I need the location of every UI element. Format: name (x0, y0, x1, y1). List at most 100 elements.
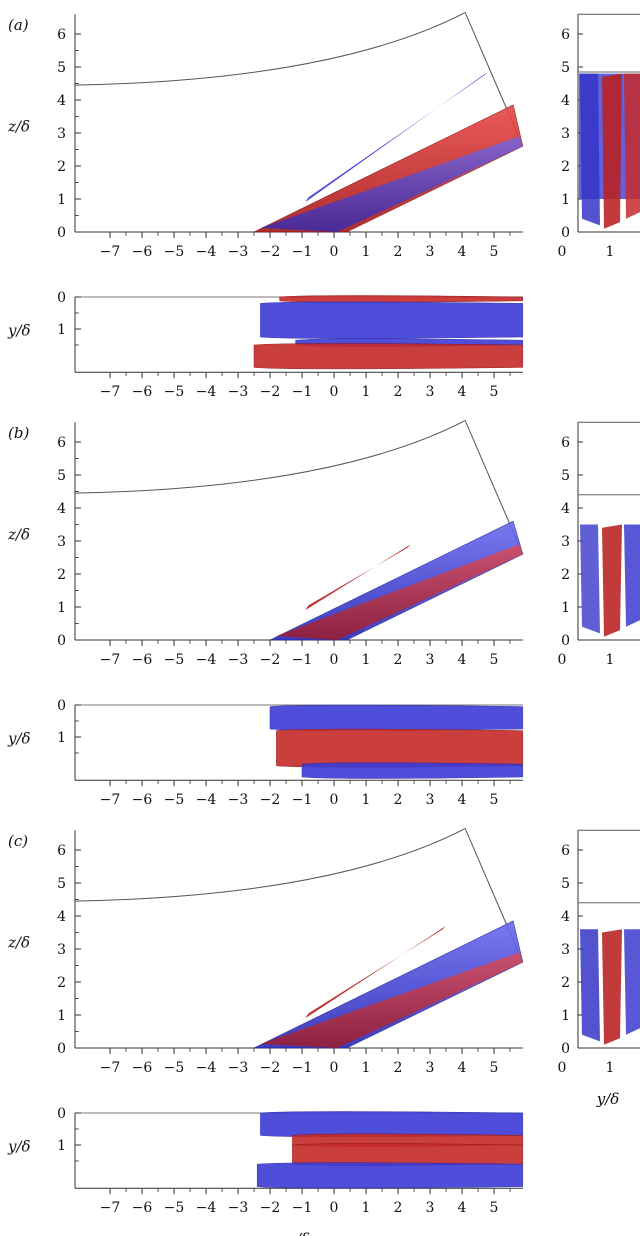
side-vortex-3 (624, 73, 640, 219)
plan-x-tick-label: 2 (394, 384, 403, 400)
vortex-filament (305, 71, 488, 203)
plan-x-tick-label: 5 (490, 792, 499, 808)
x-tick-label: −4 (196, 244, 217, 260)
x-tick-label: 0 (330, 244, 339, 260)
plan-x-tick-label: −4 (196, 384, 217, 400)
plan-x-tick-label: −6 (132, 792, 153, 808)
plan-vortex-4 (256, 1162, 524, 1189)
x-tick-label: −5 (164, 1060, 185, 1076)
plan-x-tick-label: −3 (228, 792, 249, 808)
plan-x-tick-label: 3 (426, 792, 435, 808)
z-tick-label: 6 (57, 435, 66, 451)
plan-y-axis-label: y/δ (7, 1138, 31, 1156)
x-tick-label: −6 (132, 652, 153, 668)
plan-x-tick-label: 2 (394, 792, 403, 808)
x-tick-label: 0 (330, 1060, 339, 1076)
x-tick-label: 0 (330, 652, 339, 668)
plan-x-tick-label: 4 (458, 1200, 467, 1216)
x-tick-label: −1 (292, 652, 313, 668)
plan-x-tick-label: 1 (362, 384, 371, 400)
x-tick-label: −1 (292, 244, 313, 260)
plan-x-tick-label: −5 (164, 792, 185, 808)
side-z-tick-label: 4 (561, 93, 570, 109)
plan-x-tick-label: −4 (196, 1200, 217, 1216)
vortex-band-main (253, 920, 524, 1049)
domain-outline-top (74, 828, 466, 902)
vortex-band-main (269, 520, 524, 641)
plan-x-tick-label: −1 (292, 384, 313, 400)
x-tick-label: −2 (260, 244, 281, 260)
z-tick-label: 2 (57, 159, 66, 175)
side-z-tick-label: 6 (561, 27, 570, 43)
z-tick-label: 0 (57, 1041, 66, 1057)
plan-y-axis-label: y/δ (7, 730, 31, 748)
plan-vortex-4 (253, 343, 524, 370)
x-tick-label: 2 (394, 652, 403, 668)
side-z-tick-label: 5 (561, 468, 570, 484)
x-tick-label: −7 (100, 1060, 121, 1076)
side-x-tick-label: 1 (606, 244, 615, 260)
plan-y-tick-label: 0 (57, 698, 66, 714)
plan-y-axis-label: y/δ (7, 322, 31, 340)
x-tick-label: 2 (394, 1060, 403, 1076)
plan-x-tick-label: 4 (458, 384, 467, 400)
panel-label: (c) (8, 832, 28, 850)
plan-x-tick-label: −3 (228, 1200, 249, 1216)
panel-label: (a) (8, 16, 29, 34)
side-z-tick-label: 3 (561, 126, 570, 142)
x-tick-label: −3 (228, 244, 249, 260)
side-vortex-3 (624, 524, 640, 627)
plan-y-tick-label: 1 (57, 322, 66, 338)
x-tick-label: 5 (490, 652, 499, 668)
side-vortex-3 (624, 929, 640, 1035)
plan-vortex-3 (301, 762, 524, 779)
x-tick-label: 1 (362, 1060, 371, 1076)
plan-x-tick-label: 1 (362, 1200, 371, 1216)
plan-x-tick-label: 2 (394, 1200, 403, 1216)
x-tick-label: 3 (426, 244, 435, 260)
plan-x-tick-label: −3 (228, 384, 249, 400)
plan-x-tick-label: −5 (164, 384, 185, 400)
x-tick-label: 5 (490, 1060, 499, 1076)
z-tick-label: 2 (57, 567, 66, 583)
plan-vortex-1 (269, 704, 524, 731)
x-tick-label: 4 (458, 244, 467, 260)
x-tick-label: 5 (490, 244, 499, 260)
z-tick-label: 3 (57, 942, 66, 958)
z-tick-label: 1 (57, 1008, 66, 1024)
side-z-tick-label: 2 (561, 975, 570, 991)
z-tick-label: 0 (57, 633, 66, 649)
z-tick-label: 3 (57, 534, 66, 550)
z-tick-label: 4 (57, 909, 66, 925)
z-tick-label: 1 (57, 192, 66, 208)
plan-x-tick-label: −2 (260, 1200, 281, 1216)
z-tick-label: 5 (57, 468, 66, 484)
plan-y-tick-label: 1 (57, 730, 66, 746)
z-tick-label: 4 (57, 501, 66, 517)
plan-x-tick-label: 1 (362, 792, 371, 808)
panel-a: (a) 0 1 2 3 4 5 6 z/δ −7 −6 −5 −4 −3 −2 −1 0 1 2 3 4 5 0 1 2 3 4 5 6… (7, 12, 640, 400)
z-tick-label: 2 (57, 975, 66, 991)
side-vortex-2 (602, 524, 622, 637)
plan-x-tick-label: −7 (100, 792, 121, 808)
x-tick-label: −2 (260, 1060, 281, 1076)
plan-vortex-2 (276, 728, 524, 768)
domain-outline-top (74, 420, 466, 494)
side-z-tick-label: 1 (561, 600, 570, 616)
vortex-band-main (253, 104, 524, 233)
side-x-axis-label: y/δ (596, 1090, 620, 1108)
x-tick-label: −1 (292, 1060, 313, 1076)
vortex-band-secondary (260, 952, 523, 1048)
x-tick-label: 3 (426, 652, 435, 668)
vortex-band-secondary (276, 544, 523, 640)
x-tick-label: −4 (196, 652, 217, 668)
z-axis-label: z/δ (7, 933, 30, 951)
x-tick-label: 1 (362, 244, 371, 260)
plan-vortex-1 (260, 1111, 524, 1138)
x-tick-label: 4 (458, 652, 467, 668)
z-tick-label: 4 (57, 93, 66, 109)
side-z-tick-label: 1 (561, 1008, 570, 1024)
side-x-tick-label: 0 (558, 652, 567, 668)
plan-vortex-3 (292, 1143, 524, 1166)
